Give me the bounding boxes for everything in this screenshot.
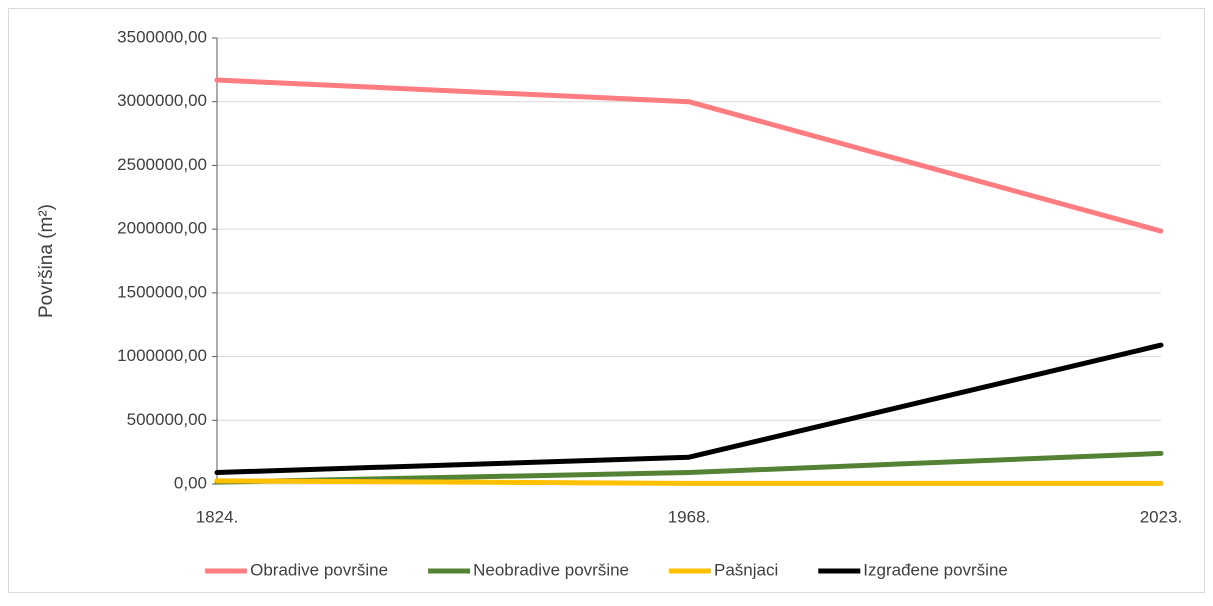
x-tick-label: 1968. [668, 507, 711, 526]
y-tick-label: 2500000,00 [117, 155, 207, 174]
series-line [214, 450, 1164, 485]
legend-label: Pašnjaci [714, 560, 778, 579]
y-tick-label: 1500000,00 [117, 282, 207, 301]
series-line [214, 342, 1164, 476]
legend-label: Neobradive površine [473, 560, 629, 579]
legend-label: Obradive površine [250, 560, 388, 579]
y-tick-label: 1000000,00 [117, 346, 207, 365]
y-tick-label: 3000000,00 [117, 91, 207, 110]
chart-border [8, 8, 1205, 593]
x-tick-label: 1824. [196, 507, 239, 526]
x-tick-label: 2023. [1140, 507, 1183, 526]
series-line [214, 77, 1164, 234]
series-line [214, 478, 1164, 486]
y-tick-label: 500000,00 [127, 410, 207, 429]
legend-label: Izgrađene površine [863, 560, 1008, 579]
y-axis-title: Površina (m²) [36, 204, 57, 318]
y-tick-label: 0,00 [174, 473, 207, 492]
y-tick-label: 2000000,00 [117, 219, 207, 238]
y-tick-label: 3500000,00 [117, 27, 207, 46]
